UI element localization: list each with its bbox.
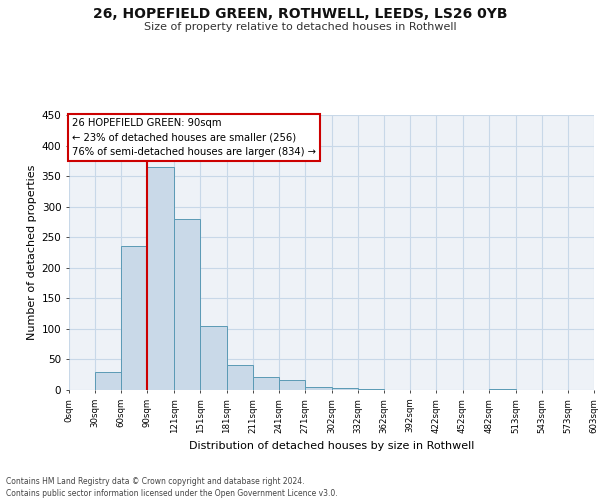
- Text: 26, HOPEFIELD GREEN, ROTHWELL, LEEDS, LS26 0YB: 26, HOPEFIELD GREEN, ROTHWELL, LEEDS, LS…: [93, 8, 507, 22]
- X-axis label: Distribution of detached houses by size in Rothwell: Distribution of detached houses by size …: [189, 441, 474, 451]
- Bar: [253, 377, 279, 390]
- Bar: [121, 246, 148, 390]
- Bar: [95, 372, 121, 390]
- Text: 26 HOPEFIELD GREEN: 90sqm
← 23% of detached houses are smaller (256)
76% of semi: 26 HOPEFIELD GREEN: 90sqm ← 23% of detac…: [71, 118, 316, 158]
- Text: Contains HM Land Registry data © Crown copyright and database right 2024.
Contai: Contains HM Land Registry data © Crown c…: [6, 476, 338, 498]
- Bar: [279, 380, 305, 390]
- Bar: [227, 365, 253, 390]
- Bar: [200, 326, 227, 390]
- Text: Size of property relative to detached houses in Rothwell: Size of property relative to detached ho…: [143, 22, 457, 32]
- Bar: [305, 387, 332, 390]
- Bar: [175, 219, 200, 390]
- Bar: [148, 167, 175, 390]
- Y-axis label: Number of detached properties: Number of detached properties: [28, 165, 37, 340]
- Bar: [332, 388, 358, 390]
